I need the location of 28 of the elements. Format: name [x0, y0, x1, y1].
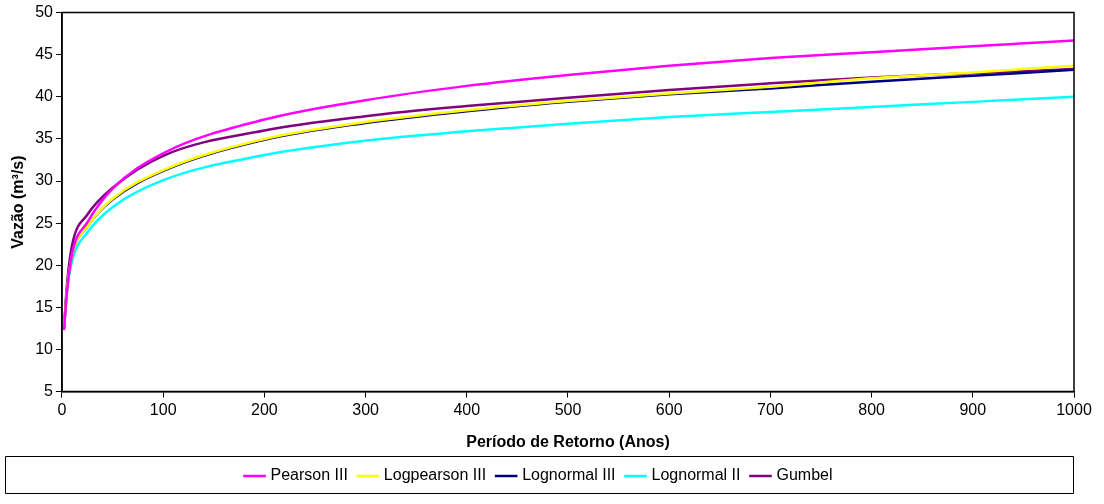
x-tick-label: 100 — [149, 400, 177, 418]
legend-label: Lognormal III — [522, 466, 616, 484]
x-tick-label: 400 — [453, 400, 481, 418]
x-tick-label: 0 — [57, 400, 67, 418]
y-tick-label: 45 — [35, 45, 54, 63]
y-tick-label: 40 — [35, 87, 54, 105]
y-tick-label: 35 — [35, 129, 54, 147]
x-tick-label: 800 — [858, 400, 886, 418]
x-tick-label: 700 — [757, 400, 784, 418]
legend-label: Logpearson III — [383, 466, 487, 484]
legend-label: Pearson III — [270, 466, 348, 484]
y-tick-label: 5 — [44, 382, 54, 400]
legend-label: Gumbel — [776, 466, 833, 484]
x-tick-label: 200 — [251, 400, 278, 418]
x-tick-label: 1000 — [1056, 400, 1092, 418]
x-tick-label: 900 — [959, 400, 987, 418]
y-tick-label: 30 — [35, 171, 54, 189]
y-tick-label: 20 — [35, 255, 54, 273]
x-axis-title: Período de Retorno (Anos) — [466, 432, 670, 450]
x-tick-label: 300 — [352, 400, 380, 418]
y-tick-label: 50 — [35, 3, 54, 21]
y-tick-label: 25 — [35, 213, 54, 231]
x-tick-label: 500 — [554, 400, 582, 418]
x-tick-label: 600 — [655, 400, 683, 418]
y-tick-label: 10 — [35, 339, 54, 357]
y-axis-title: Vazão (m³/s) — [9, 155, 27, 249]
y-tick-label: 15 — [35, 297, 54, 315]
legend-label: Lognormal II — [651, 466, 741, 484]
